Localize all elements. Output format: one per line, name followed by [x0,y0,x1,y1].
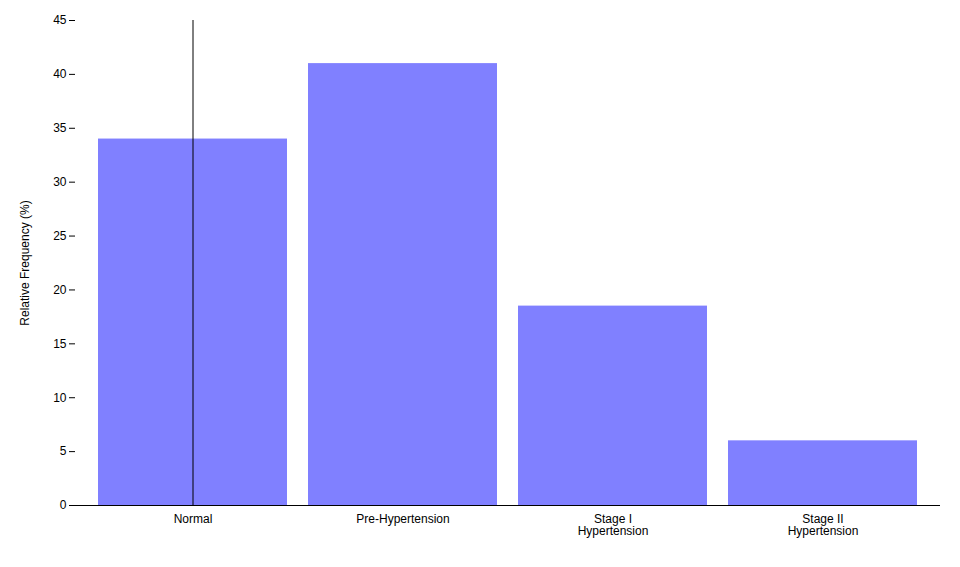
svg-text:Pre-Hypertension: Pre-Hypertension [356,512,449,526]
svg-text:0: 0 [60,498,67,512]
svg-text:Normal: Normal [174,512,213,526]
svg-text:15: 15 [53,337,67,351]
svg-text:30: 30 [53,175,67,189]
svg-text:Relative Frequency (%): Relative Frequency (%) [18,200,32,325]
svg-text:40: 40 [53,67,67,81]
svg-text:Stage IIHypertension: Stage IIHypertension [788,512,859,538]
svg-text:10: 10 [53,391,67,405]
svg-text:20: 20 [53,283,67,297]
svg-text:45: 45 [53,13,67,27]
svg-text:35: 35 [53,121,67,135]
svg-text:25: 25 [53,229,67,243]
svg-text:Stage IHypertension: Stage IHypertension [578,512,649,538]
svg-text:5: 5 [60,444,67,458]
